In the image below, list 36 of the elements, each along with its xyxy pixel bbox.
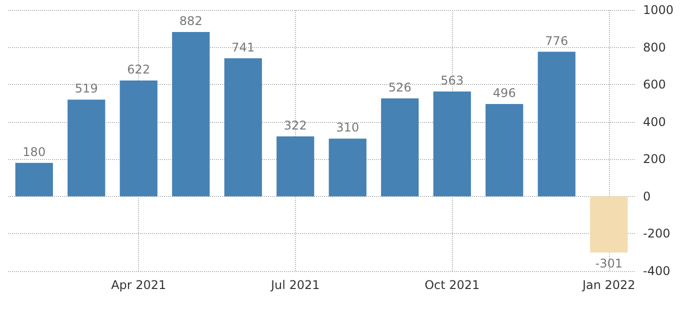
- y-tick-label: 600: [643, 78, 666, 92]
- y-tick-label: -200: [643, 226, 670, 241]
- bar: [15, 162, 53, 196]
- bar: [120, 80, 158, 196]
- y-tick-label: -400: [643, 264, 670, 278]
- bar: [224, 58, 262, 196]
- data-label: 310: [336, 120, 360, 135]
- bar: [590, 196, 628, 253]
- y-tick-label: 1000: [643, 3, 674, 17]
- data-label: 563: [440, 73, 464, 88]
- bar: [68, 100, 106, 196]
- data-label: 519: [74, 82, 98, 96]
- data-label: 496: [492, 86, 516, 100]
- bar: [276, 136, 314, 196]
- y-tick-label: 200: [643, 152, 666, 166]
- data-label: 180: [22, 144, 46, 159]
- x-tick-label: Jan 2022: [581, 278, 636, 292]
- bar: [381, 98, 419, 196]
- y-tick-label: 400: [643, 114, 666, 129]
- data-label: 776: [545, 34, 568, 48]
- y-tick-label: 800: [643, 40, 666, 54]
- x-tick-label: Apr 2021: [111, 278, 166, 292]
- x-tick-label: Oct 2021: [424, 278, 480, 292]
- bar: [538, 52, 576, 196]
- y-tick-label: 0: [643, 189, 651, 204]
- bar: [328, 138, 366, 196]
- data-label: -301: [595, 256, 622, 271]
- data-label: 741: [232, 40, 255, 54]
- bar: [172, 32, 210, 196]
- x-tick-label: Jul 2021: [270, 278, 320, 292]
- data-label: 322: [284, 118, 307, 132]
- data-label: 882: [179, 14, 202, 28]
- data-label: 622: [127, 62, 150, 76]
- data-label: 526: [388, 80, 412, 94]
- bar: [486, 104, 524, 196]
- bar: [433, 91, 471, 196]
